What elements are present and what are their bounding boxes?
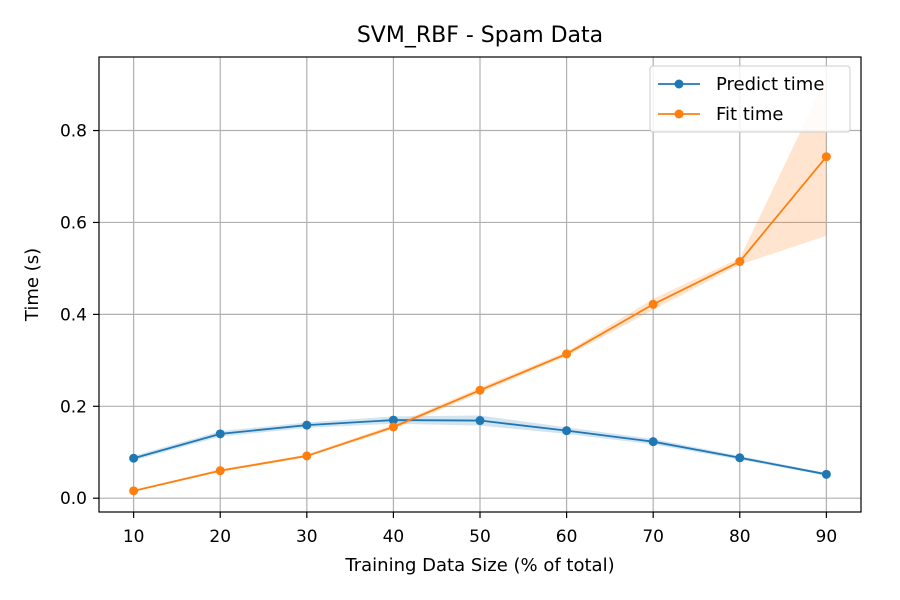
x-tick-label: 90	[816, 527, 838, 547]
predict-time-point	[302, 420, 312, 430]
predict-time-point	[129, 453, 139, 463]
fit-time-point	[215, 466, 225, 476]
x-tick-label: 40	[383, 527, 405, 547]
x-axis-label: Training Data Size (% of total)	[344, 555, 614, 576]
y-tick-label: 0.4	[60, 305, 87, 325]
y-tick-label: 0.6	[60, 213, 87, 233]
fit-time-point	[735, 257, 745, 267]
fit-time-point	[475, 385, 485, 395]
legend-box	[649, 65, 851, 133]
x-axis-ticks: 10 20 30 40 50 60 70 80 90	[123, 512, 837, 547]
predict-time-point	[648, 437, 658, 447]
predict-time-point	[562, 426, 572, 436]
series-points	[129, 152, 831, 496]
x-tick-label: 80	[729, 527, 751, 547]
predict-time-point	[475, 416, 485, 426]
predict-time-point	[215, 429, 225, 439]
predict-time-point	[735, 453, 745, 463]
legend-label-fit: Fit time	[716, 104, 784, 125]
confidence-bands	[133, 77, 827, 492]
y-tick-label: 0.2	[60, 397, 87, 417]
legend: Predict time Fit time	[649, 65, 851, 133]
fit-time-point	[821, 152, 831, 162]
chart-title: SVM_RBF - Spam Data	[357, 23, 603, 48]
y-tick-label: 0.0	[60, 489, 87, 509]
x-tick-label: 20	[209, 527, 231, 547]
x-tick-label: 10	[123, 527, 145, 547]
x-tick-label: 60	[556, 527, 578, 547]
y-axis-label: Time (s)	[22, 248, 43, 322]
predict-time-point	[821, 469, 831, 479]
fit-time-point	[388, 422, 398, 432]
x-tick-label: 50	[469, 527, 491, 547]
x-tick-label: 70	[642, 527, 664, 547]
fit-time-point	[562, 349, 572, 359]
legend-label-predict: Predict time	[716, 74, 824, 95]
legend-marker-fit	[674, 109, 684, 119]
y-axis-ticks: 0.0 0.2 0.4 0.6 0.8	[60, 122, 99, 509]
grid	[99, 57, 861, 512]
y-tick-label: 0.8	[60, 122, 87, 142]
fit-time-point	[129, 486, 139, 496]
fit-time-band	[133, 77, 827, 492]
legend-marker-predict	[674, 79, 684, 89]
fit-time-point	[302, 451, 312, 461]
fit-time-point	[648, 299, 658, 309]
predict-time-point	[388, 415, 398, 425]
x-tick-label: 30	[296, 527, 318, 547]
